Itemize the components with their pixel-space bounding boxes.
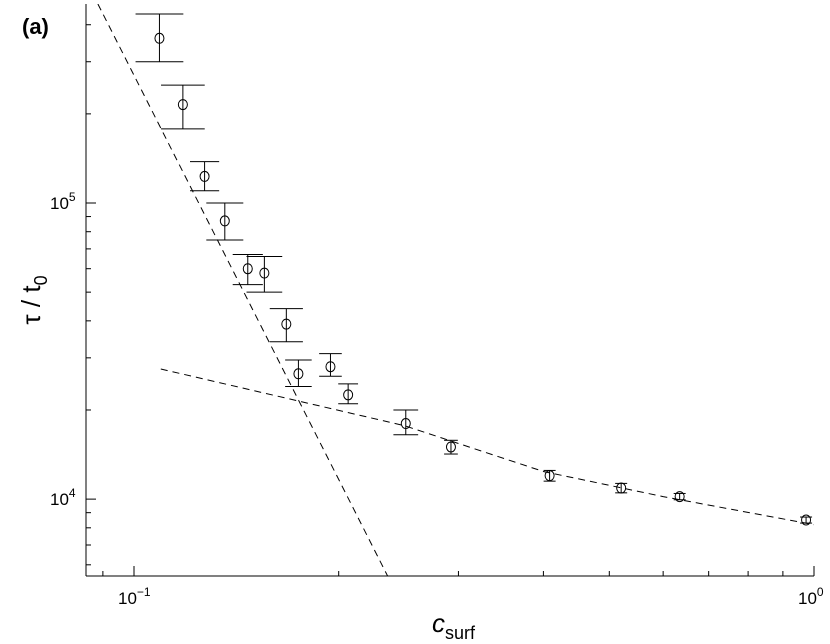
- data-point: [199, 170, 210, 182]
- error-bar: [338, 383, 359, 405]
- data-point: [219, 215, 230, 227]
- error-bar: [246, 255, 283, 293]
- data-point: [801, 514, 812, 526]
- data-point: [544, 470, 555, 482]
- data-point: [674, 491, 685, 503]
- data-point: [616, 482, 627, 494]
- plot-axes: [85, 4, 814, 577]
- data-point: [400, 418, 411, 430]
- data-points: [154, 32, 812, 526]
- tick-labels: 10−1 100 104 105: [50, 190, 824, 608]
- x-tick-label: 10−1: [118, 585, 151, 608]
- x-tick-label: 100: [798, 585, 824, 608]
- data-point: [293, 368, 304, 380]
- error-bar: [206, 202, 244, 241]
- fit-line-1: [97, 4, 389, 576]
- fit-line-2: [160, 368, 814, 526]
- error-bar: [319, 353, 342, 377]
- data-point: [242, 263, 253, 275]
- data-point: [325, 361, 336, 373]
- error-bar: [232, 254, 263, 286]
- data-point: [343, 389, 354, 401]
- error-bar: [393, 409, 419, 436]
- data-point: [259, 267, 270, 279]
- minor-ticks: [86, 24, 815, 576]
- y-axis-label: τ / t0: [16, 275, 51, 324]
- y-tick-label: 104: [50, 486, 76, 509]
- error-bar: [135, 13, 184, 63]
- data-point: [177, 99, 188, 111]
- error-bar: [190, 161, 220, 192]
- y-tick-label: 105: [50, 190, 76, 213]
- error-bar: [269, 308, 303, 343]
- panel-label: (a): [22, 14, 49, 39]
- fit-lines: [97, 4, 814, 576]
- data-point: [445, 441, 456, 453]
- data-point: [154, 32, 165, 44]
- data-point: [281, 318, 292, 330]
- x-axis-label: csurf: [432, 608, 476, 643]
- error-bars: [135, 13, 813, 524]
- error-bar: [285, 359, 312, 388]
- error-bar: [161, 84, 205, 130]
